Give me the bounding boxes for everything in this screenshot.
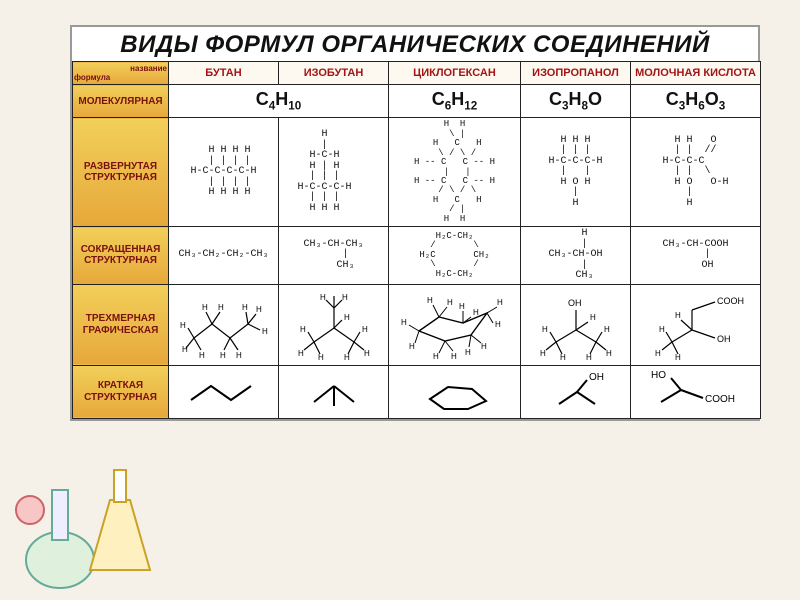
cond-butane: CH₃-CH₂-CH₂-CH₃	[169, 227, 279, 285]
col-isobutane: ИЗОБУТАН	[279, 62, 389, 85]
corner-cell: название формула	[73, 62, 169, 85]
svg-text:H: H	[344, 313, 350, 322]
svg-text:H: H	[495, 320, 501, 329]
svg-text:H: H	[256, 305, 262, 314]
svg-text:HO: HO	[651, 370, 666, 381]
cond-cyclohexane: H₂C-CH₂ / \ H₂C CH₂ \ / H₂C-CH₂	[389, 227, 521, 285]
svg-text:H: H	[675, 353, 681, 360]
svg-text:H: H	[220, 351, 226, 360]
svg-text:H: H	[465, 348, 471, 357]
svg-text:H: H	[199, 351, 205, 360]
svg-text:H: H	[451, 352, 457, 361]
svg-text:COOH: COOH	[717, 296, 744, 306]
sk-cyclohexane	[389, 365, 521, 418]
mol-cyclohexane: C6H12	[389, 85, 521, 118]
row-condensed: СОКРАЩЕННАЯСТРУКТУРНАЯ CH₃-CH₂-CH₂-CH₃ C…	[73, 227, 761, 285]
3d-butane: HHH HH HH HHH	[174, 290, 274, 360]
rowlabel-condensed: СОКРАЩЕННАЯСТРУКТУРНАЯ	[73, 227, 169, 285]
svg-text:OH: OH	[589, 372, 604, 383]
3d-lactic: COOH OH H H H H	[637, 290, 755, 360]
col-isopropanol: ИЗОПРОПАНОЛ	[521, 62, 631, 85]
svg-text:OH: OH	[568, 298, 582, 308]
svg-text:COOH: COOH	[705, 394, 735, 405]
cond-lactic: CH₃-CH-COOH | OH	[631, 227, 761, 285]
sk-lactic: COOH HO	[631, 365, 761, 418]
td3d-cyclohexane: HH HH HH HH HH HH	[389, 284, 521, 365]
svg-text:H: H	[236, 351, 242, 360]
col-butane: БУТАН	[169, 62, 279, 85]
3d-isopropanol: OH H HHH HHH	[526, 290, 626, 360]
svg-text:H: H	[497, 298, 503, 307]
svg-text:H: H	[481, 342, 487, 351]
svg-text:H: H	[202, 303, 208, 312]
svg-text:H: H	[180, 321, 186, 330]
svg-text:H: H	[590, 313, 596, 322]
sk-isobutane	[279, 365, 389, 418]
svg-text:H: H	[459, 302, 465, 311]
td3d-butane: HHH HH HH HHH	[169, 284, 279, 365]
svg-text:H: H	[473, 308, 479, 317]
exp-isopropanol: H H H | | | H-C-C-C-H | | H O H | H	[521, 118, 631, 227]
col-lactic: МОЛОЧНАЯ КИСЛОТА	[631, 62, 761, 85]
3d-isobutane: H H H H H H H H H	[284, 290, 384, 360]
svg-text:H: H	[409, 342, 415, 351]
td3d-isobutane: H H H H H H H H H	[279, 284, 389, 365]
exp-isobutane: H | H-C-H H | H | | | H-C-C-C-H | | | H …	[279, 118, 389, 227]
page-title: ВИДЫ ФОРМУЛ ОРГАНИЧЕСКИХ СОЕДИНЕНИЙ	[72, 27, 758, 61]
svg-text:H: H	[242, 303, 248, 312]
svg-text:H: H	[606, 349, 612, 358]
svg-text:H: H	[542, 325, 548, 334]
td3d-lactic: COOH OH H H H H	[631, 284, 761, 365]
svg-text:H: H	[362, 325, 368, 334]
svg-text:H: H	[427, 296, 433, 305]
svg-text:H: H	[218, 303, 224, 312]
mol-lactic: C3H6O3	[631, 85, 761, 118]
svg-text:H: H	[262, 327, 268, 336]
row-3d: ТРЕХМЕРНАЯГРАФИЧЕСКАЯ HHH HH HH	[73, 284, 761, 365]
exp-butane: H H H H | | | | H-C-C-C-C-H | | | | H H …	[169, 118, 279, 227]
svg-text:H: H	[342, 293, 348, 302]
cond-isopropanol: H | CH₃-CH-OH | CH₃	[521, 227, 631, 285]
rowlabel-molecular: МОЛЕКУЛЯРНАЯ	[73, 85, 169, 118]
svg-text:H: H	[364, 349, 370, 358]
svg-text:H: H	[320, 293, 326, 302]
svg-text:H: H	[675, 311, 681, 320]
exp-cyclohexane: H H \ | H C H \ / \ / H -- C C -- H | | …	[389, 118, 521, 227]
sk-butane	[169, 365, 279, 418]
exp-lactic: H H O | | // H-C-C-C | | \ H O O-H | H	[631, 118, 761, 227]
svg-text:H: H	[344, 353, 350, 360]
svg-text:H: H	[655, 349, 661, 358]
rowlabel-3d: ТРЕХМЕРНАЯГРАФИЧЕСКАЯ	[73, 284, 169, 365]
svg-text:H: H	[586, 353, 592, 360]
svg-text:H: H	[298, 349, 304, 358]
svg-text:H: H	[433, 352, 439, 361]
svg-text:H: H	[540, 349, 546, 358]
sk-isopropanol: OH	[521, 365, 631, 418]
svg-text:H: H	[560, 353, 566, 360]
svg-text:H: H	[659, 325, 665, 334]
row-molecular: МОЛЕКУЛЯРНАЯ C4H10 C6H12 C3H8O C3H6O3	[73, 85, 761, 118]
svg-text:H: H	[182, 345, 188, 354]
rowlabel-expanded: РАЗВЕРНУТАЯСТРУКТУРНАЯ	[73, 118, 169, 227]
svg-text:H: H	[300, 325, 306, 334]
row-skeletal: КРАТКАЯСТРУКТУРНАЯ OH COOH HO	[73, 365, 761, 418]
row-expanded: РАЗВЕРНУТАЯСТРУКТУРНАЯ H H H H | | | | H…	[73, 118, 761, 227]
svg-text:H: H	[604, 325, 610, 334]
svg-text:OH: OH	[717, 334, 731, 344]
rowlabel-skeletal: КРАТКАЯСТРУКТУРНАЯ	[73, 365, 169, 418]
table-header-row: название формула БУТАН ИЗОБУТАН ЦИКЛОГЕК…	[73, 62, 761, 85]
cond-isobutane: CH₃-CH-CH₃ | CH₃	[279, 227, 389, 285]
table-card: ВИДЫ ФОРМУЛ ОРГАНИЧЕСКИХ СОЕДИНЕНИЙ назв…	[70, 25, 760, 421]
corner-top: название	[74, 64, 167, 73]
svg-text:H: H	[318, 353, 324, 360]
svg-text:H: H	[447, 298, 453, 307]
formula-table: название формула БУТАН ИЗОБУТАН ЦИКЛОГЕК…	[72, 61, 761, 419]
td3d-isopropanol: OH H HHH HHH	[521, 284, 631, 365]
mol-butane: C4H10	[169, 85, 389, 118]
svg-text:H: H	[401, 318, 407, 327]
corner-bottom: формула	[74, 73, 167, 82]
3d-cyclohexane: HH HH HH HH HH HH	[393, 287, 517, 363]
mol-isopropanol: C3H8O	[521, 85, 631, 118]
col-cyclohexane: ЦИКЛОГЕКСАН	[389, 62, 521, 85]
